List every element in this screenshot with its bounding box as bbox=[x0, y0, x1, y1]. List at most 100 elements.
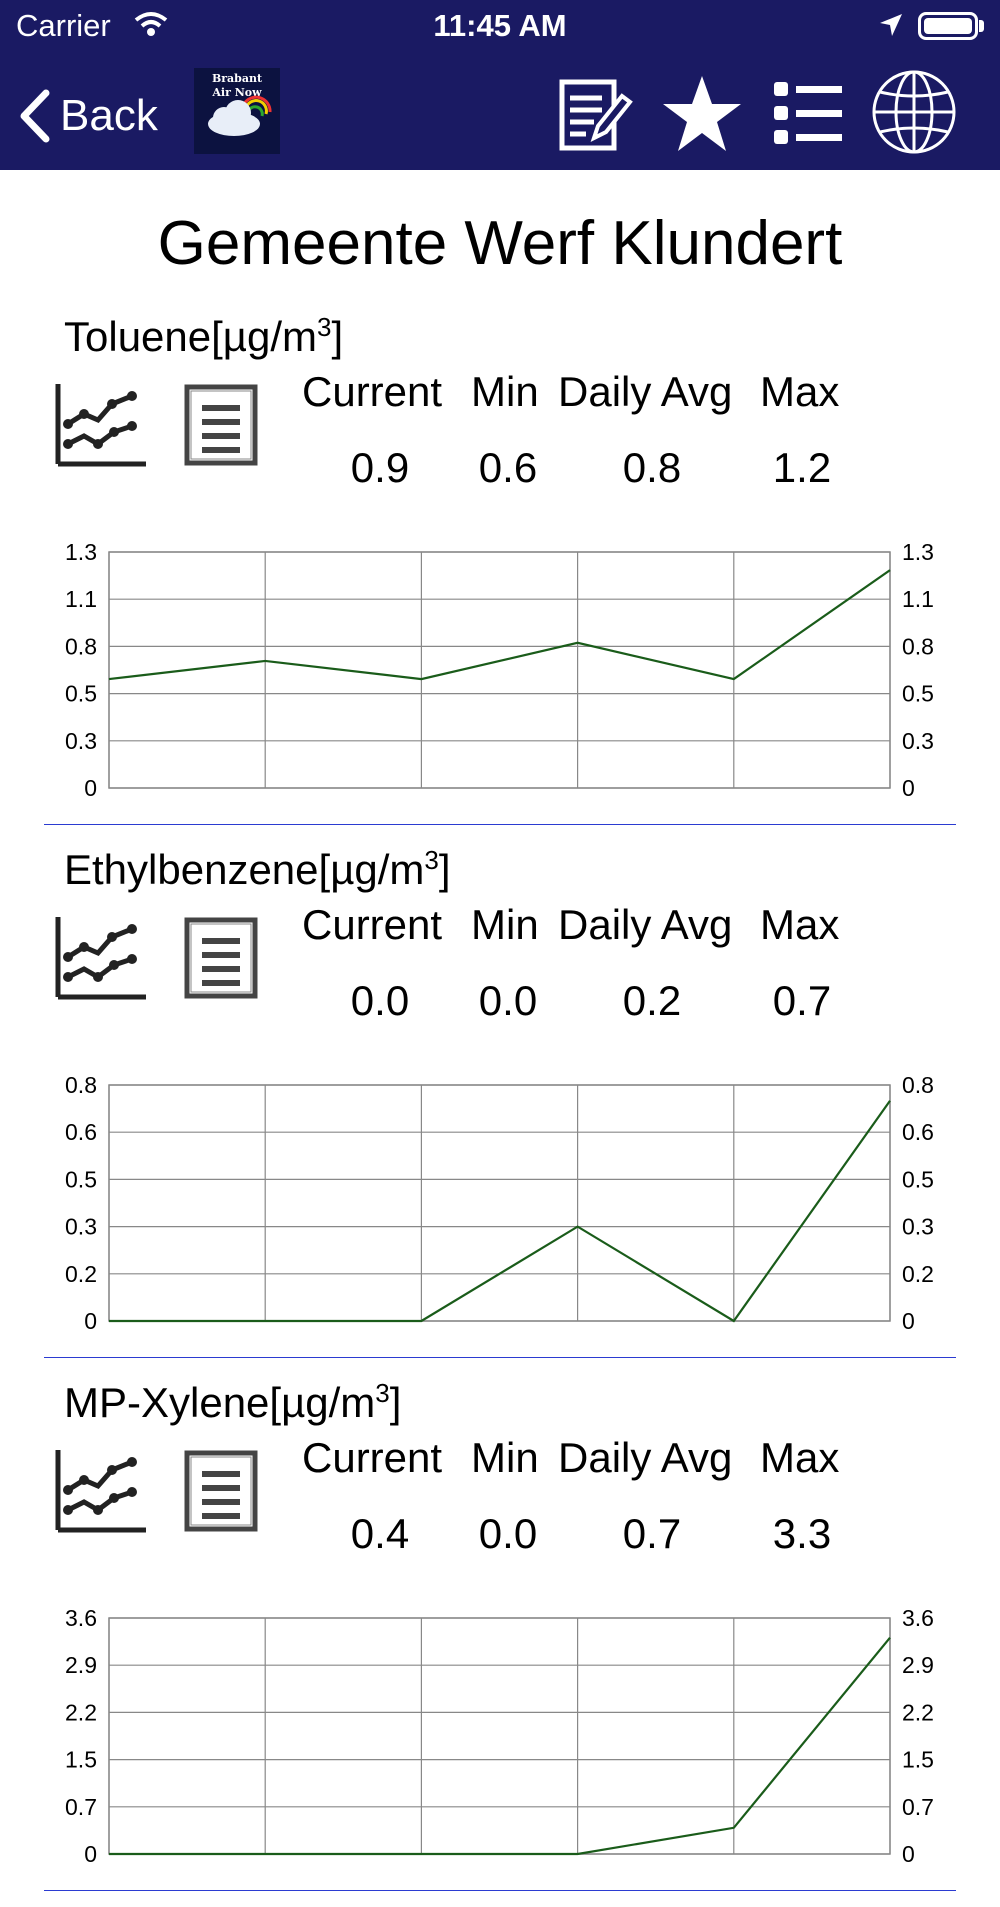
stat-label-min: Min bbox=[471, 1434, 539, 1481]
section-divider bbox=[44, 1357, 956, 1358]
y-tick-left: 1.1 bbox=[65, 586, 97, 612]
stat-label-daily-avg: Daily Avg bbox=[558, 901, 733, 948]
stat-label-current: Current bbox=[302, 1434, 443, 1481]
section-divider bbox=[44, 1890, 956, 1891]
pollutant-title: MP-Xylene[µg/m3] bbox=[64, 1378, 402, 1426]
line-chart: 000.20.20.30.30.50.50.60.60.80.801:0002:… bbox=[65, 1072, 934, 1331]
stat-value-current: 0.4 bbox=[350, 1510, 410, 1557]
y-tick-right: 0 bbox=[902, 1308, 915, 1331]
table-view-icon[interactable] bbox=[184, 384, 258, 466]
globe-icon[interactable] bbox=[870, 68, 958, 156]
location-arrow-icon bbox=[880, 14, 902, 36]
stat-label-current: Current bbox=[302, 901, 443, 948]
list-icon[interactable] bbox=[770, 72, 846, 152]
stat-value-current: 0.0 bbox=[350, 977, 410, 1024]
section-divider bbox=[44, 824, 956, 825]
y-tick-right: 0.7 bbox=[902, 1794, 934, 1820]
y-tick-right: 3.6 bbox=[902, 1605, 934, 1631]
y-tick-left: 0.3 bbox=[65, 728, 97, 754]
y-tick-left: 0.6 bbox=[65, 1119, 97, 1145]
battery-tip bbox=[979, 20, 984, 32]
y-tick-left: 0.5 bbox=[65, 1166, 97, 1192]
y-tick-right: 0.5 bbox=[902, 681, 934, 707]
plot-area bbox=[108, 551, 891, 789]
status-time: 11:45 AM bbox=[433, 8, 567, 43]
stat-value-min: 0.6 bbox=[478, 444, 538, 491]
stat-value-daily-avg: 0.2 bbox=[622, 977, 682, 1024]
table-view-icon[interactable] bbox=[184, 917, 258, 999]
logo-text: Brabant Air Now bbox=[211, 72, 263, 99]
y-tick-right: 0.5 bbox=[902, 1166, 934, 1192]
stat-value-max: 1.2 bbox=[772, 444, 832, 491]
series-line bbox=[108, 569, 891, 681]
stat-value-max: 3.3 bbox=[772, 1510, 832, 1557]
y-tick-right: 0.3 bbox=[902, 1214, 934, 1240]
back-button[interactable]: Back bbox=[18, 86, 158, 146]
y-tick-right: 2.9 bbox=[902, 1652, 934, 1678]
cloud-icon bbox=[208, 95, 272, 136]
stat-value-max: 0.7 bbox=[772, 977, 832, 1024]
y-tick-right: 0 bbox=[902, 775, 915, 798]
stat-value-min: 0.0 bbox=[478, 977, 538, 1024]
pollutant-title: Ethylbenzene[µg/m3] bbox=[64, 845, 451, 893]
stat-value-daily-avg: 0.7 bbox=[622, 1510, 682, 1557]
wifi-icon bbox=[134, 12, 168, 36]
pollutant-section-2: Ethylbenzene[µg/m3] Current Min Daily Av… bbox=[0, 841, 1000, 1374]
nav-bar: Back Brabant Air Now bbox=[0, 58, 1000, 170]
notes-edit-icon[interactable] bbox=[556, 72, 634, 154]
stat-value-min: 0.0 bbox=[478, 1510, 538, 1557]
y-tick-left: 0.8 bbox=[65, 1072, 97, 1098]
status-bar: Carrier 11:45 AM bbox=[0, 0, 1000, 54]
app-logo: Brabant Air Now bbox=[194, 68, 280, 154]
y-tick-right: 2.2 bbox=[902, 1699, 934, 1725]
chart-view-icon[interactable] bbox=[54, 913, 150, 1003]
y-tick-left: 0.7 bbox=[65, 1794, 97, 1820]
page-title: Gemeente Werf Klundert bbox=[157, 209, 843, 278]
stat-label-min: Min bbox=[471, 368, 539, 415]
top-bar: Carrier 11:45 AM Back Brabant Air Now bbox=[0, 0, 1000, 170]
table-view-icon[interactable] bbox=[184, 1450, 258, 1532]
stat-value-current: 0.9 bbox=[350, 444, 410, 491]
chart-view-icon[interactable] bbox=[54, 1446, 150, 1536]
stat-label-min: Min bbox=[471, 901, 539, 948]
y-tick-right: 0.8 bbox=[902, 1072, 934, 1098]
pollutant-section-1: Toluene[µg/m3] Current Min Daily Avg Max… bbox=[0, 308, 1000, 841]
star-icon[interactable] bbox=[660, 72, 744, 156]
y-tick-right: 1.5 bbox=[902, 1747, 934, 1773]
pollutant-section-3: MP-Xylene[µg/m3] Current Min Daily Avg M… bbox=[0, 1374, 1000, 1907]
chart-view-icon[interactable] bbox=[54, 380, 150, 470]
y-tick-right: 0.3 bbox=[902, 728, 934, 754]
chevron-left-icon bbox=[20, 89, 50, 143]
y-tick-left: 0.5 bbox=[65, 681, 97, 707]
line-chart: 000.30.30.50.50.80.81.11.11.31.301:0002:… bbox=[65, 539, 934, 798]
y-tick-left: 0.8 bbox=[65, 633, 97, 659]
stat-label-max: Max bbox=[760, 368, 840, 415]
battery-icon bbox=[918, 12, 978, 40]
y-tick-right: 1.1 bbox=[902, 586, 934, 612]
series-line bbox=[109, 1100, 891, 1323]
y-tick-right: 0.6 bbox=[902, 1119, 934, 1145]
y-tick-left: 0.3 bbox=[65, 1214, 97, 1240]
pollutant-title: Toluene[µg/m3] bbox=[64, 312, 344, 360]
stat-label-max: Max bbox=[760, 1434, 840, 1481]
y-tick-left: 0 bbox=[84, 1841, 97, 1864]
stat-label-daily-avg: Daily Avg bbox=[558, 368, 733, 415]
line-chart: 000.70.71.51.52.22.22.92.93.63.601:0002:… bbox=[65, 1605, 934, 1864]
y-tick-left: 0 bbox=[84, 775, 97, 798]
y-tick-left: 3.6 bbox=[65, 1605, 97, 1631]
carrier-label: Carrier bbox=[16, 8, 111, 43]
y-tick-left: 2.9 bbox=[65, 1652, 97, 1678]
stat-value-daily-avg: 0.8 bbox=[622, 444, 682, 491]
y-tick-left: 0 bbox=[84, 1308, 97, 1331]
y-tick-right: 1.3 bbox=[902, 539, 934, 565]
y-tick-left: 0.2 bbox=[65, 1261, 97, 1287]
plot-area bbox=[108, 1084, 891, 1322]
y-tick-left: 1.3 bbox=[65, 539, 97, 565]
y-tick-right: 0 bbox=[902, 1841, 915, 1864]
plot-area bbox=[108, 1617, 891, 1855]
stat-label-daily-avg: Daily Avg bbox=[558, 1434, 733, 1481]
y-tick-left: 1.5 bbox=[65, 1747, 97, 1773]
back-label: Back bbox=[60, 91, 158, 140]
y-tick-left: 2.2 bbox=[65, 1699, 97, 1725]
stat-label-current: Current bbox=[302, 368, 443, 415]
